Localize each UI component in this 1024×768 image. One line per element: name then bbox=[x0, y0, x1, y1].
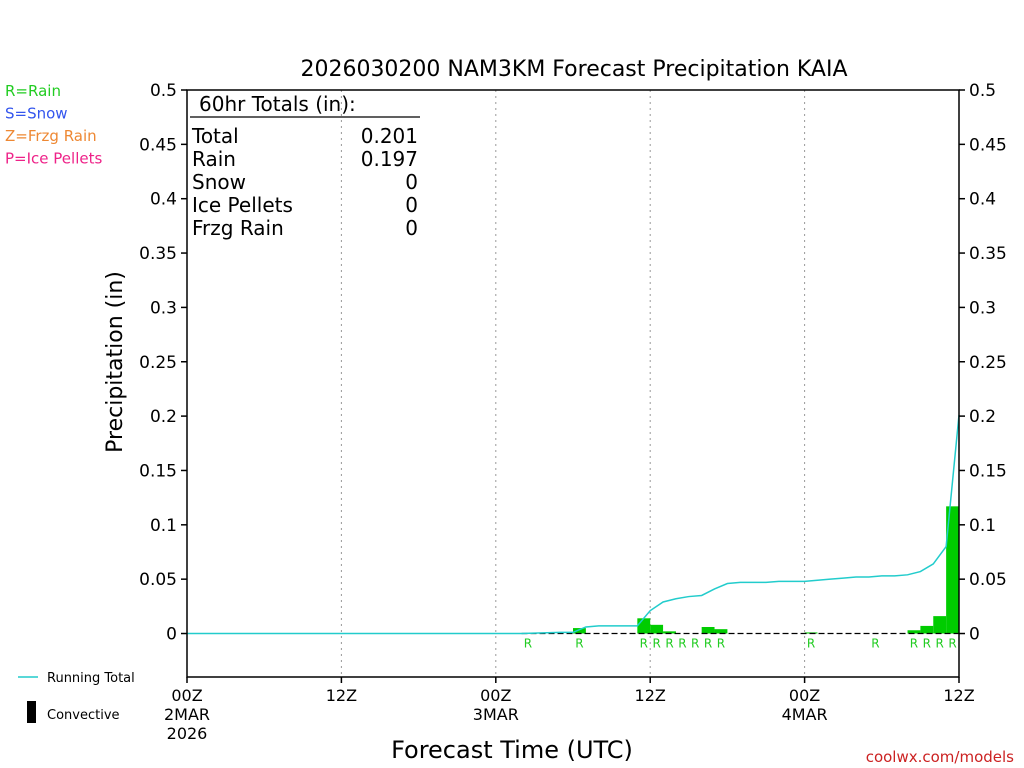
y-tick-label-left: 0.45 bbox=[139, 135, 177, 155]
precip-type-marker: R bbox=[691, 637, 699, 651]
precip-bar bbox=[650, 624, 664, 634]
precip-bars bbox=[573, 506, 959, 634]
y-axis-right: 0 0.05 0.1 0.15 0.2 0.25 0.3 0.35 0.4 0.45 0.5 bbox=[959, 81, 1007, 645]
x-axis-label: Forecast Time (UTC) bbox=[391, 736, 633, 764]
y-tick-label-left: 0.05 bbox=[139, 570, 177, 590]
totals-header: 60hr Totals (in): bbox=[199, 92, 356, 116]
y-axis-left: 0 0.05 0.1 0.15 0.2 0.25 0.3 0.35 0.4 0.45 0.5 bbox=[139, 81, 187, 645]
x-tick-label: 00Z bbox=[480, 686, 511, 705]
precip-type-marker: R bbox=[678, 637, 686, 651]
series-legend: Running Total Convective bbox=[18, 671, 135, 723]
y-tick-label-left: 0.35 bbox=[139, 244, 177, 264]
totals-row-label: Snow bbox=[192, 170, 246, 194]
precip-bar bbox=[573, 628, 586, 634]
precip-type-legend: R=Rain S=Snow Z=Frzg Rain P=Ice Pellets bbox=[5, 82, 102, 168]
precip-type-marker: R bbox=[704, 637, 712, 651]
precip-type-marker: R bbox=[524, 637, 532, 651]
y-tick-label-left: 0.25 bbox=[139, 353, 177, 373]
precip-type-marker: R bbox=[652, 637, 660, 651]
precip-type-marker: R bbox=[923, 637, 931, 651]
x-tick-label: 3MAR bbox=[473, 705, 519, 724]
precip-type-marker: R bbox=[640, 637, 648, 651]
y-tick-label-right: 0.05 bbox=[969, 570, 1007, 590]
x-tick-label: 2MAR bbox=[164, 705, 210, 724]
precip-type-marker: R bbox=[575, 637, 583, 651]
running-total-line bbox=[187, 414, 960, 635]
legend-type-entry: Z=Frzg Rain bbox=[5, 127, 97, 145]
running-total-series bbox=[187, 414, 960, 635]
y-tick-label-right: 0 bbox=[969, 625, 980, 645]
x-tick-label: 00Z bbox=[789, 686, 820, 705]
y-tick-label-left: 0.1 bbox=[150, 516, 177, 536]
y-tick-label-left: 0.4 bbox=[150, 190, 177, 210]
totals-row-value: 0.201 bbox=[361, 124, 418, 148]
precip-type-marker: R bbox=[871, 637, 879, 651]
precip-bar bbox=[714, 629, 728, 634]
x-tick-label: 00Z bbox=[171, 686, 202, 705]
precip-bar bbox=[933, 616, 947, 634]
y-tick-label-left: 0.2 bbox=[150, 407, 177, 427]
y-tick-label-right: 0.2 bbox=[969, 407, 996, 427]
legend-convective-swatch bbox=[27, 701, 36, 723]
precip-bar bbox=[663, 631, 676, 634]
chart-title: 2026030200 NAM3KM Forecast Precipitation… bbox=[300, 57, 847, 82]
y-tick-label-right: 0.3 bbox=[969, 298, 996, 318]
y-axis-label: Precipitation (in) bbox=[103, 271, 128, 453]
y-tick-label-right: 0.4 bbox=[969, 190, 996, 210]
y-tick-label-right: 0.25 bbox=[969, 353, 1007, 373]
y-tick-label-right: 0.5 bbox=[969, 81, 996, 101]
precip-bar bbox=[946, 506, 959, 634]
x-tick-label: 12Z bbox=[326, 686, 357, 705]
y-tick-label-left: 0.15 bbox=[139, 461, 177, 481]
y-tick-label-left: 0 bbox=[166, 625, 177, 645]
precip-type-marker: R bbox=[807, 637, 815, 651]
x-tick-label: 2026 bbox=[167, 724, 208, 743]
precip-bar bbox=[701, 626, 715, 634]
plot-frame bbox=[186, 89, 960, 678]
totals-row-label: Frzg Rain bbox=[192, 216, 284, 240]
legend-type-entry: R=Rain bbox=[5, 82, 61, 100]
precip-bar bbox=[907, 630, 921, 634]
credit-text: coolwx.com/models bbox=[866, 748, 1014, 766]
y-tick-label-right: 0.15 bbox=[969, 461, 1007, 481]
totals-row-label: Ice Pellets bbox=[192, 193, 293, 217]
totals-row-value: 0.197 bbox=[361, 147, 418, 171]
precip-type-marker: R bbox=[948, 637, 956, 651]
legend-type-entry: P=Ice Pellets bbox=[5, 150, 102, 168]
precip-type-marker: R bbox=[717, 637, 725, 651]
precip-type-marker: R bbox=[910, 637, 918, 651]
totals-row-value: 0 bbox=[405, 216, 418, 240]
precip-bar bbox=[920, 625, 934, 634]
y-tick-label-right: 0.1 bbox=[969, 516, 996, 536]
totals-row-value: 0 bbox=[405, 170, 418, 194]
y-tick-label-left: 0.5 bbox=[150, 81, 177, 101]
x-tick-label: 12Z bbox=[943, 686, 974, 705]
grid-lines bbox=[340, 90, 806, 677]
y-tick-label-left: 0.3 bbox=[150, 298, 177, 318]
totals-row-label: Total bbox=[191, 124, 239, 148]
totals-box: 60hr Totals (in): Total 0.201 Rain 0.197 Snow… bbox=[190, 92, 420, 240]
precip-type-marker: R bbox=[936, 637, 944, 651]
legend-running-total-label: Running Total bbox=[47, 671, 135, 686]
y-tick-label-right: 0.45 bbox=[969, 135, 1007, 155]
precip-bar bbox=[637, 618, 651, 634]
y-tick-label-right: 0.35 bbox=[969, 244, 1007, 264]
totals-row-label: Rain bbox=[192, 147, 236, 171]
legend-type-entry: S=Snow bbox=[5, 105, 68, 123]
totals-row-value: 0 bbox=[405, 193, 418, 217]
x-tick-label: 4MAR bbox=[782, 705, 828, 724]
x-tick-label: 12Z bbox=[635, 686, 666, 705]
precip-type-marker: R bbox=[665, 637, 673, 651]
legend-convective-label: Convective bbox=[47, 708, 120, 723]
